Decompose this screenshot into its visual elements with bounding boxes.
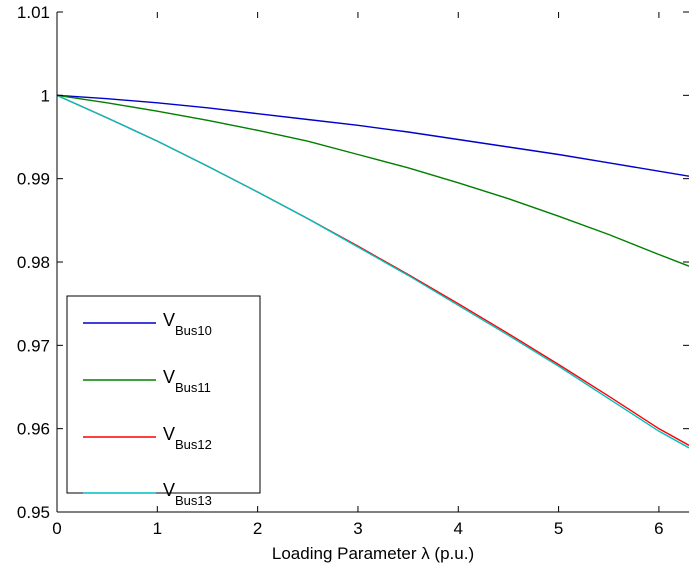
tick-labels: 0 1 2 3 4 5 6 0.95 0.96 0.97 0.98 0.99 1 1.01 bbox=[17, 3, 664, 538]
legend-label-bus13: VBus13 bbox=[163, 480, 212, 508]
series-line-bus11 bbox=[56, 94, 689, 267]
x-tick-label: 5 bbox=[554, 519, 563, 538]
x-tick-label: 6 bbox=[654, 519, 663, 538]
x-tick-label: 1 bbox=[153, 519, 162, 538]
y-tick-label: 0.95 bbox=[17, 503, 50, 522]
y-tick-label: 0.96 bbox=[17, 420, 50, 439]
tick-marks bbox=[56, 11, 689, 513]
y-tick-label: 0.98 bbox=[17, 253, 50, 272]
y-tick-label: 0.97 bbox=[17, 336, 50, 355]
x-tick-label: 4 bbox=[454, 519, 463, 538]
x-axis-label: Loading Parameter λ (p.u.) bbox=[272, 544, 474, 563]
legend-label-bus12: VBus12 bbox=[163, 424, 212, 452]
series-lines bbox=[56, 94, 689, 449]
legend: VBus10 VBus11 VBus12 VBus13 bbox=[66, 295, 261, 508]
x-tick-label: 2 bbox=[253, 519, 262, 538]
legend-label-bus11: VBus11 bbox=[163, 367, 211, 395]
y-tick-label: 1 bbox=[41, 86, 50, 105]
x-tick-label: 3 bbox=[353, 519, 362, 538]
series-line-bus13 bbox=[56, 94, 689, 449]
x-tick-label: 0 bbox=[52, 519, 61, 538]
series-line-bus10 bbox=[56, 94, 689, 177]
legend-box bbox=[66, 295, 261, 494]
legend-label-bus10: VBus10 bbox=[163, 310, 212, 338]
y-tick-label: 0.99 bbox=[17, 170, 50, 189]
y-tick-label: 1.01 bbox=[17, 3, 50, 22]
